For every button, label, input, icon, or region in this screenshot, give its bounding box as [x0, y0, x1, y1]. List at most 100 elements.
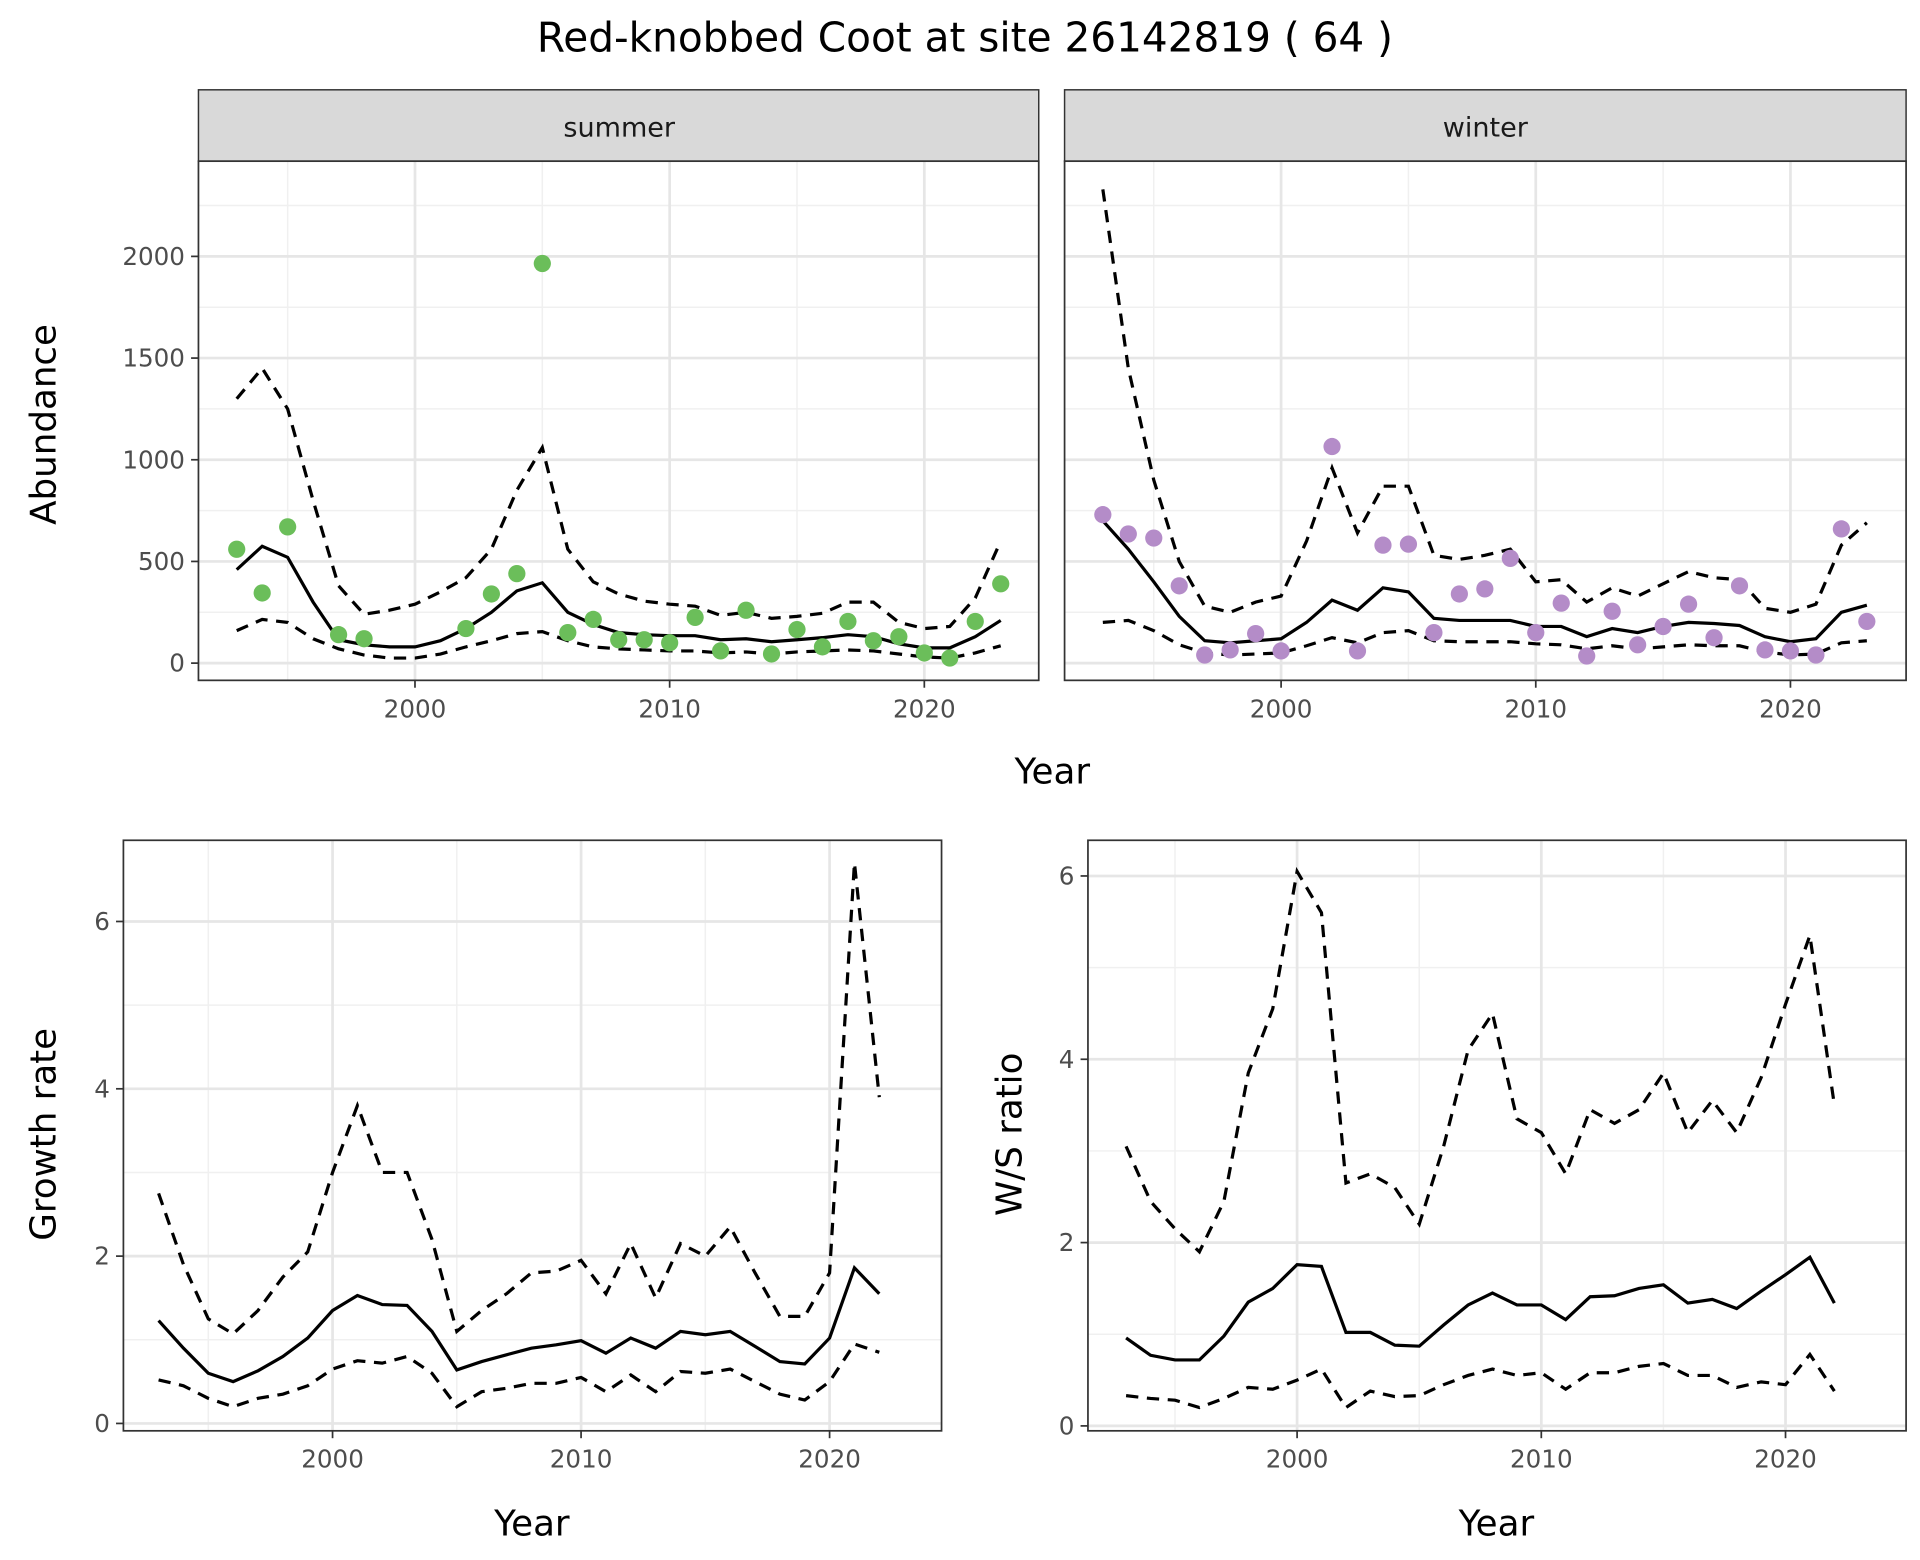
y-tick-label: 6 [94, 907, 110, 936]
y-tick-label: 2 [1059, 1228, 1075, 1257]
data-point-winter [1399, 535, 1418, 553]
data-point-summer [508, 565, 526, 583]
x-tick-label: 2010 [1504, 694, 1567, 723]
data-point-summer [253, 584, 271, 602]
data-point-winter [1756, 641, 1774, 659]
x-tick-label: 2000 [1250, 694, 1313, 723]
data-point-winter [1705, 629, 1723, 647]
data-point-summer [813, 638, 832, 656]
data-point-summer [329, 626, 348, 644]
x-tick-label: 2010 [638, 694, 701, 723]
data-point-summer [737, 601, 755, 619]
y-tick-label: 4 [94, 1074, 110, 1103]
data-point-summer [992, 575, 1010, 593]
data-point-winter [1374, 536, 1392, 554]
data-point-winter [1272, 642, 1290, 660]
y-tick-label: 2 [94, 1242, 110, 1271]
upper-ci-line [235, 365, 1003, 631]
data-point-winter [1476, 580, 1494, 598]
x-tick-label: 2000 [1266, 1445, 1329, 1474]
y-tick-label: 4 [1059, 1045, 1075, 1074]
data-point-winter [1501, 549, 1519, 568]
mean-line [157, 1264, 881, 1384]
data-point-summer [915, 644, 933, 662]
data-point-summer [686, 608, 704, 626]
x-tick-label: 2020 [798, 1445, 861, 1474]
data-point-summer [762, 645, 781, 663]
data-point-winter [1781, 642, 1800, 660]
panel-winter: 2000 2010 2020 [1063, 89, 1907, 723]
data-point-summer [228, 540, 246, 558]
data-point-winter [1094, 506, 1112, 524]
top-x-axis-title: Year [1014, 752, 1091, 793]
x-tick-label: 2010 [1510, 1445, 1573, 1474]
data-point-winter [1221, 641, 1239, 659]
x-tick-label: 2020 [1759, 694, 1822, 723]
gridlines [1064, 161, 1907, 681]
data-point-winter [1348, 642, 1367, 660]
data-point-winter [1145, 529, 1163, 547]
y-tick-label: 1500 [122, 344, 185, 373]
data-point-winter [1679, 595, 1698, 613]
panel-border [122, 839, 943, 1432]
data-point-summer [584, 610, 602, 629]
data-point-summer [966, 612, 984, 631]
data-point-summer [610, 631, 628, 649]
data-point-winter [1170, 577, 1188, 595]
data-point-summer [864, 632, 882, 650]
gridlines [1087, 840, 1907, 1431]
growth-y-axis-title: Growth rate [24, 1028, 65, 1241]
y-tick-label: 2000 [122, 242, 185, 271]
facet-label-summer: summer [563, 113, 676, 144]
data-point-summer [482, 585, 500, 603]
panel-growth: 2000 2010 2020 0 2 4 6 [94, 839, 943, 1474]
data-point-summer [355, 630, 373, 648]
panel-border [197, 160, 1040, 682]
growth-x-axis-title: Year [493, 1503, 570, 1544]
x-tick-label: 2000 [301, 1445, 364, 1474]
plot-area [198, 161, 1039, 681]
data-point-summer [559, 624, 577, 642]
gridlines [198, 161, 1039, 681]
data-point-winter [1858, 612, 1876, 631]
lower-ci-line [236, 617, 1002, 660]
data-point-summer [661, 634, 679, 652]
data-point-winter [1807, 646, 1825, 664]
panel-ratio: 2000 2010 2020 0 2 4 6 [1059, 839, 1907, 1474]
data-point-winter [1730, 577, 1749, 595]
data-point-winter [1654, 617, 1672, 636]
gridlines [123, 840, 942, 1431]
data-point-winter [1247, 625, 1265, 643]
panel-border [1087, 839, 1907, 1432]
data-point-summer [635, 631, 653, 649]
data-point-summer [711, 642, 730, 660]
upper-ci-line [1124, 866, 1836, 1255]
panel-border [1063, 160, 1907, 682]
data-point-summer [839, 612, 857, 631]
y-tick-label: 0 [1059, 1412, 1075, 1441]
upper-ci-line [157, 862, 881, 1336]
panel-summer: 2000 2010 2020 0 500 1000 1500 2000 [122, 89, 1040, 723]
data-point-winter [1425, 624, 1443, 642]
data-point-summer [279, 518, 297, 536]
y-tick-label: 0 [169, 649, 185, 678]
y-tick-label: 0 [94, 1409, 110, 1438]
data-point-winter [1119, 525, 1137, 543]
data-point-winter [1552, 594, 1570, 612]
data-point-winter [1832, 520, 1850, 538]
plot-area [1087, 840, 1907, 1431]
data-point-winter [1629, 636, 1647, 654]
ratio-x-axis-title: Year [1458, 1503, 1535, 1544]
ratio-y-axis-title: W/S ratio [990, 1053, 1031, 1216]
data-point-winter [1527, 624, 1545, 642]
data-point-summer [457, 619, 475, 638]
facet-strip-summer [197, 89, 1040, 162]
data-point-winter [1603, 602, 1621, 620]
data-point-summer [533, 254, 551, 273]
facet-label-winter: winter [1443, 113, 1529, 144]
mean-line [1125, 1254, 1836, 1362]
y-tick-label: 1000 [122, 445, 185, 474]
y-tick-label: 6 [1059, 862, 1075, 891]
plot-area [123, 840, 942, 1431]
x-tick-label: 2020 [893, 694, 956, 723]
